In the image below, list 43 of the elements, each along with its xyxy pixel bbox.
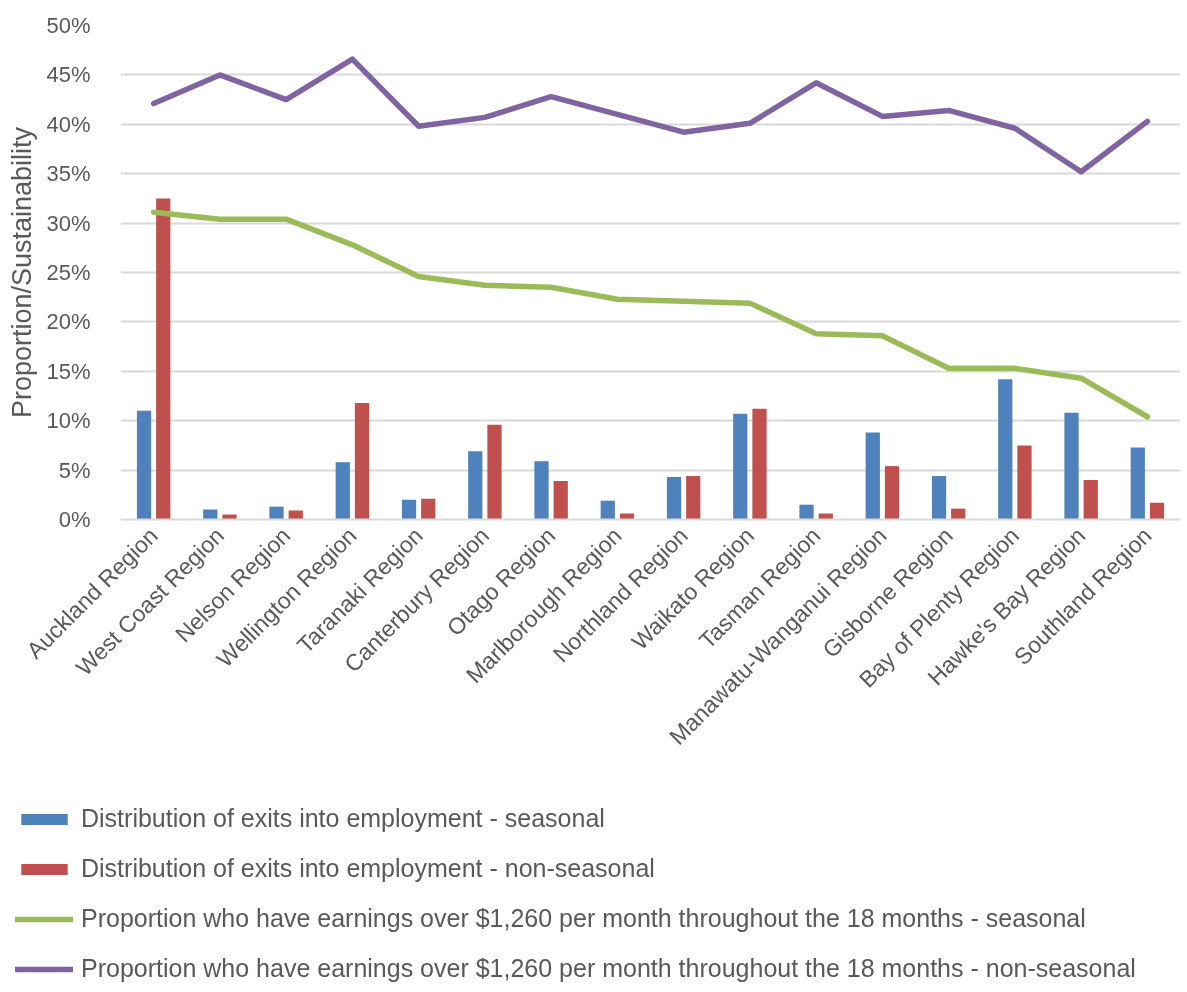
y-tick-label: 35%	[46, 161, 91, 187]
bar	[733, 413, 748, 520]
y-tick-label: 0%	[58, 507, 91, 532]
bar	[686, 476, 701, 520]
bar	[1017, 445, 1032, 520]
bar	[865, 432, 880, 520]
y-tick-label: 40%	[46, 111, 91, 137]
bar	[136, 410, 152, 520]
y-tick-label: 45%	[46, 62, 91, 88]
bar	[401, 499, 417, 520]
y-tick-label: 10%	[46, 408, 91, 434]
legend-label: Distribution of exits into employment - non-seasonal	[81, 854, 655, 883]
bar	[666, 477, 682, 520]
legend-label: Distribution of exits into employment - seasonal	[81, 804, 605, 833]
bar	[998, 379, 1013, 520]
bar	[884, 466, 900, 520]
legend-label: Proportion who have earnings over $1,260 per month throughout the 18 months - seasonal	[81, 904, 1086, 933]
y-axis-title: Proportion/Sustainability	[7, 126, 38, 419]
bar	[468, 451, 483, 520]
bar	[600, 500, 615, 520]
y-tick-label: 25%	[46, 260, 91, 285]
bar	[553, 480, 568, 520]
bar	[1083, 479, 1098, 520]
bar	[269, 506, 284, 520]
legend-label: Proportion who have earnings over $1,260 per month throughout the 18 months - non-seasonal	[81, 954, 1136, 983]
y-tick-label: 15%	[46, 358, 91, 384]
bar	[487, 424, 502, 520]
y-tick-label: 5%	[58, 457, 91, 483]
bar	[799, 504, 814, 520]
y-tick-label: 20%	[46, 309, 91, 335]
y-tick-label: 50%	[46, 13, 91, 38]
bar	[1149, 502, 1165, 520]
bar	[931, 476, 947, 520]
bar	[752, 408, 767, 520]
bar	[421, 498, 436, 520]
bar	[534, 461, 549, 520]
bar	[951, 508, 966, 520]
y-tick-label: 30%	[46, 210, 91, 236]
bar	[156, 198, 171, 520]
bar	[1064, 412, 1079, 520]
bar	[1130, 447, 1145, 520]
bar	[335, 462, 350, 520]
bar	[354, 402, 370, 520]
